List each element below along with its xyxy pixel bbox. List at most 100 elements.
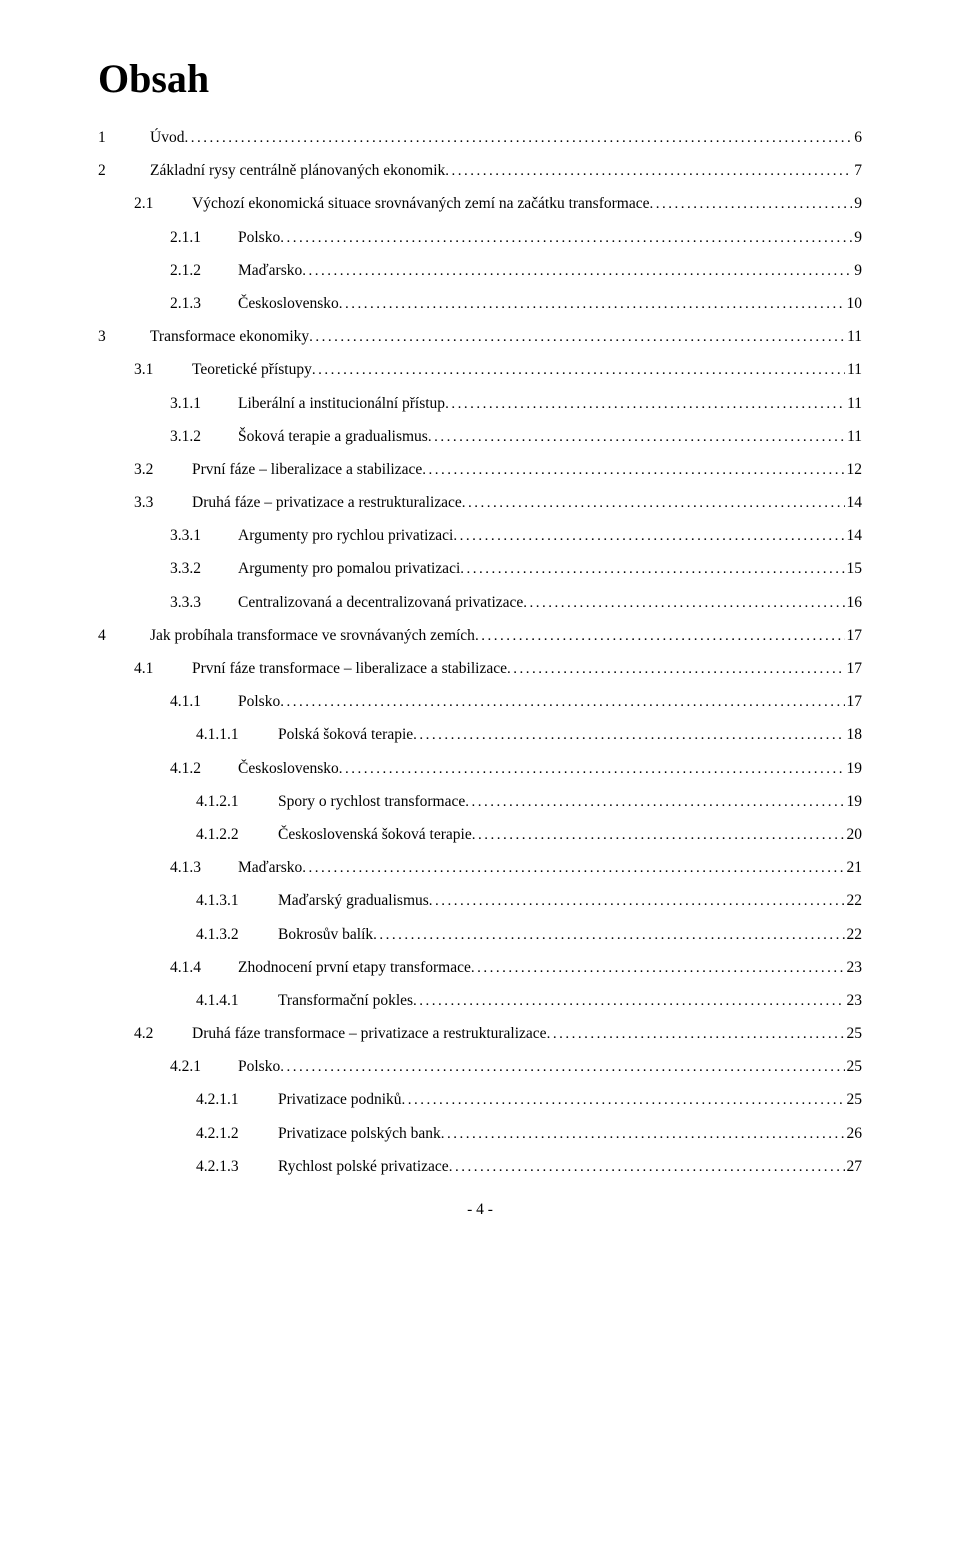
toc-entry-number: 2.1.1 — [170, 230, 238, 246]
toc-entry: 4.2.1.2Privatizace polských bank26 — [98, 1126, 862, 1142]
toc-entry: 1Úvod6 — [98, 130, 862, 146]
page-footer: - 4 - — [98, 1201, 862, 1219]
toc-leader-dots — [280, 231, 852, 246]
toc-leader-dots — [373, 928, 844, 943]
toc-leader-dots — [453, 529, 844, 544]
toc-entry-page: 15 — [845, 561, 863, 577]
toc-entry-number: 2.1.2 — [170, 263, 238, 279]
toc-entry-number: 3.3.1 — [170, 528, 238, 544]
toc-entry-label: Československo — [238, 296, 339, 312]
toc-leader-dots — [422, 463, 844, 478]
toc-leader-dots — [547, 1027, 845, 1042]
toc-entry-label: Teoretické přístupy — [192, 362, 312, 378]
toc-entry: 4.2.1.1Privatizace podniků25 — [98, 1092, 862, 1108]
toc-entry: 4.1.2.1Spory o rychlost transformace19 — [98, 794, 862, 810]
toc-entry: 4.1.3Maďarsko21 — [98, 860, 862, 876]
toc-entry: 4.1.1Polsko 17 — [98, 694, 862, 710]
toc-leader-dots — [184, 131, 852, 146]
toc-entry-label: Privatizace polských bank — [278, 1126, 441, 1142]
toc-entry-label: První fáze transformace – liberalizace a… — [192, 661, 507, 677]
toc-entry: 3.1.1Liberální a institucionální přístup… — [98, 396, 862, 412]
toc-entry-label: Úvod — [150, 130, 184, 146]
toc-entry: 4.2.1.3Rychlost polské privatizace27 — [98, 1159, 862, 1175]
toc-leader-dots — [312, 363, 845, 378]
toc-entry-page: 22 — [845, 893, 863, 909]
toc-entry-number: 4.1.1 — [170, 694, 238, 710]
toc-entry: 4.1.2Československo19 — [98, 761, 862, 777]
toc-leader-dots — [280, 695, 844, 710]
toc-entry-number: 4.1.3 — [170, 860, 238, 876]
toc-entry-page: 25 — [845, 1092, 863, 1108]
toc-leader-dots — [445, 397, 845, 412]
toc-entry-number: 4.1.4.1 — [196, 993, 278, 1009]
toc-leader-dots — [280, 1060, 844, 1075]
toc-entry: 3.1Teoretické přístupy11 — [98, 362, 862, 378]
toc-entry-page: 10 — [845, 296, 863, 312]
toc-leader-dots — [445, 164, 852, 179]
toc-entry-page: 19 — [845, 794, 863, 810]
toc-entry-page: 17 — [845, 694, 863, 710]
toc-entry-label: Argumenty pro pomalou privatizaci — [238, 561, 460, 577]
toc-entry-number: 3.3.2 — [170, 561, 238, 577]
toc-entry-label: Rychlost polské privatizace — [278, 1159, 449, 1175]
toc-entry: 2.1.2Maďarsko9 — [98, 263, 862, 279]
toc-entry-number: 3.3 — [134, 495, 192, 511]
toc-leader-dots — [507, 662, 845, 677]
toc-entry: 3.1.2Šoková terapie a gradualismus11 — [98, 429, 862, 445]
toc-entry: 4.1.3.1Maďarský gradualismus22 — [98, 893, 862, 909]
toc-entry-label: Argumenty pro rychlou privatizaci — [238, 528, 453, 544]
toc-entry: 4.1.4Zhodnocení první etapy transformace… — [98, 960, 862, 976]
toc-leader-dots — [471, 961, 845, 976]
toc-entry-label: Transformace ekonomiky — [150, 329, 309, 345]
toc-entry-page: 25 — [845, 1059, 863, 1075]
toc-entry-number: 3.1.1 — [170, 396, 238, 412]
toc-entry: 3.2První fáze – liberalizace a stabiliza… — [98, 462, 862, 478]
toc-entry-number: 4.2.1.2 — [196, 1126, 278, 1142]
toc-entry: 2.1.1Polsko9 — [98, 230, 862, 246]
toc-leader-dots — [441, 1127, 845, 1142]
toc-entry: 2.1.3Československo10 — [98, 296, 862, 312]
toc-leader-dots — [523, 596, 844, 611]
page: Obsah 1Úvod62Základní rysy centrálně plá… — [0, 0, 960, 1259]
toc-leader-dots — [413, 994, 844, 1009]
toc-entry-page: 23 — [845, 960, 863, 976]
toc-entry-page: 23 — [845, 993, 863, 1009]
toc-entry-page: 11 — [845, 329, 862, 345]
toc-entry-page: 14 — [845, 528, 863, 544]
toc-leader-dots — [462, 496, 845, 511]
toc-entry-page: 14 — [845, 495, 863, 511]
toc-entry: 4.1.2.2Československá šoková terapie20 — [98, 827, 862, 843]
toc-entry-number: 4.2.1.1 — [196, 1092, 278, 1108]
toc-entry: 3.3.1Argumenty pro rychlou privatizaci 14 — [98, 528, 862, 544]
toc-entry-page: 11 — [845, 396, 862, 412]
toc-leader-dots — [302, 264, 852, 279]
toc-entry: 4.2Druhá fáze transformace – privatizace… — [98, 1026, 862, 1042]
toc-entry-number: 4.1.2.2 — [196, 827, 278, 843]
toc-leader-dots — [428, 430, 845, 445]
toc-leader-dots — [302, 861, 844, 876]
toc-entry-number: 3.2 — [134, 462, 192, 478]
toc-entry-page: 7 — [852, 163, 862, 179]
toc-entry-label: Centralizovaná a decentralizovaná privat… — [238, 595, 523, 611]
toc-leader-dots — [465, 795, 844, 810]
toc-entry-label: Polská šoková terapie — [278, 727, 413, 743]
toc-entry-label: První fáze – liberalizace a stabilizace — [192, 462, 422, 478]
toc-entry-label: Základní rysy centrálně plánovaných ekon… — [150, 163, 445, 179]
toc-entry-number: 4.1.1.1 — [196, 727, 278, 743]
toc-entry-number: 4.1.4 — [170, 960, 238, 976]
toc-entry-label: Polsko — [238, 694, 280, 710]
toc-entry: 3.3.2Argumenty pro pomalou privatizaci 15 — [98, 561, 862, 577]
toc-entry-number: 4.1.3.2 — [196, 927, 278, 943]
toc-entry-page: 25 — [845, 1026, 863, 1042]
toc-entry-label: Liberální a institucionální přístup — [238, 396, 445, 412]
toc-leader-dots — [649, 197, 852, 212]
toc-entry-label: Československá šoková terapie — [278, 827, 472, 843]
toc-entry-label: Šoková terapie a gradualismus — [238, 429, 428, 445]
toc-leader-dots — [402, 1093, 845, 1108]
toc-entry-number: 2 — [98, 163, 150, 179]
toc-entry: 4.1První fáze transformace – liberalizac… — [98, 661, 862, 677]
toc-entry: 4.1.3.2Bokrosův balík22 — [98, 927, 862, 943]
toc-entry-number: 1 — [98, 130, 150, 146]
toc-entry-label: Zhodnocení první etapy transformace — [238, 960, 471, 976]
toc-leader-dots — [475, 629, 845, 644]
